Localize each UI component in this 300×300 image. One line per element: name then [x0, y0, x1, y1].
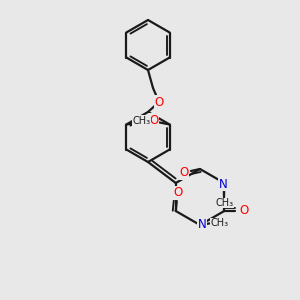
- Text: Br: Br: [142, 116, 155, 129]
- Text: CH₃: CH₃: [215, 198, 233, 208]
- Text: O: O: [173, 187, 182, 200]
- Text: CH₃: CH₃: [211, 218, 229, 228]
- Text: O: O: [179, 167, 189, 179]
- Text: O: O: [149, 114, 158, 127]
- Text: O: O: [240, 205, 249, 218]
- Text: O: O: [154, 95, 164, 109]
- Text: N: N: [219, 178, 228, 190]
- Text: N: N: [198, 218, 206, 232]
- Text: CH₃: CH₃: [133, 116, 151, 125]
